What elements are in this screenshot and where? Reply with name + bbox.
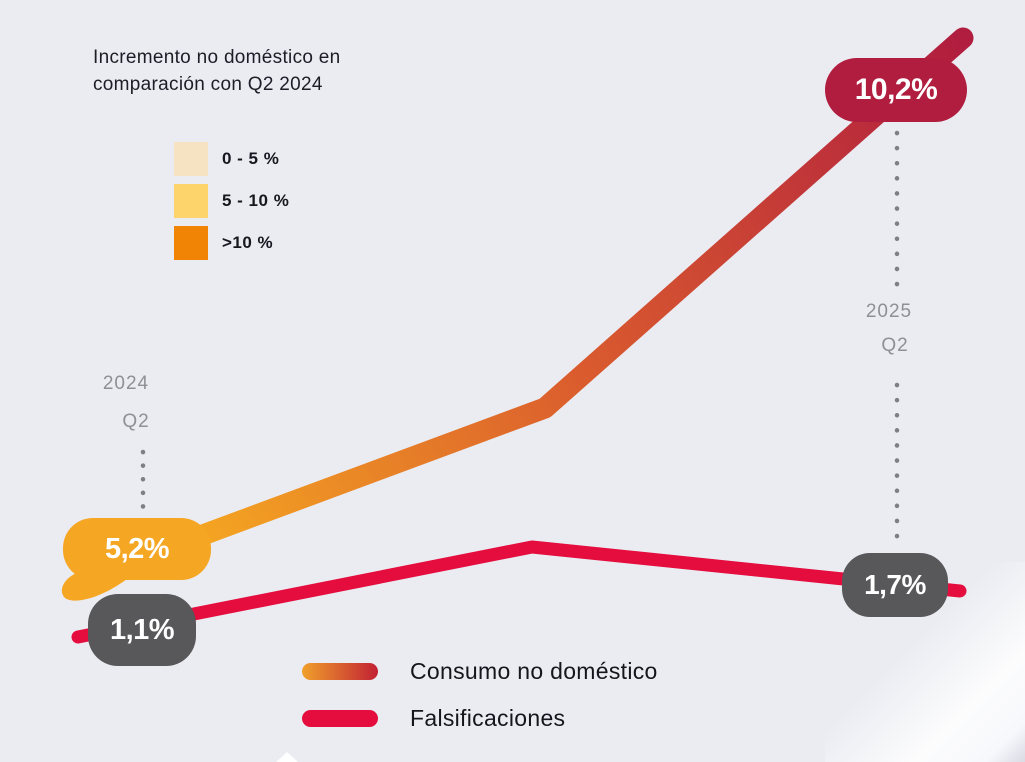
axis-label-year-2025: 2025 xyxy=(865,301,913,322)
bottom-edge-decoration xyxy=(276,752,298,762)
legend-item-falsificaciones: Falsificaciones xyxy=(302,702,565,734)
color-swatch-5-10-icon xyxy=(174,184,208,218)
bubble-falsificaciones-2024: 1,1% xyxy=(88,594,196,666)
bubble-falsificaciones-2024-value: 1,1% xyxy=(109,613,175,646)
scale-legend-item: >10 % xyxy=(174,226,273,260)
color-swatch-over-10-icon xyxy=(174,226,208,260)
axis-label-q2-right: Q2 xyxy=(881,335,909,356)
chart-title: Incremento no doméstico en comparación c… xyxy=(93,47,341,95)
axis-label-year-2024: 2024 xyxy=(102,373,150,394)
legend-label-consumo: Consumo no doméstico xyxy=(410,657,658,684)
scale-legend-label: >10 % xyxy=(222,233,274,252)
bubble-consumo-2024: 5,2% xyxy=(63,518,211,580)
consumo-no-domestico-line xyxy=(189,27,974,547)
scale-legend-item: 5 - 10 % xyxy=(174,184,289,218)
bubble-consumo-2024-value: 5,2% xyxy=(104,532,170,565)
color-swatch-0-5-icon xyxy=(174,142,208,176)
consumo-line-swatch-icon xyxy=(302,662,378,680)
falsificaciones-line xyxy=(71,540,967,644)
bubble-falsificaciones-2025-value: 1,7% xyxy=(864,569,926,600)
legend-label-falsificaciones: Falsificaciones xyxy=(410,704,566,731)
bubble-consumo-2025-value: 10,2% xyxy=(854,73,938,106)
scale-legend-item: 0 - 5 % xyxy=(174,142,279,176)
scale-legend-label: 5 - 10 % xyxy=(222,191,290,210)
falsificaciones-line-swatch-icon xyxy=(302,709,378,727)
bubble-falsificaciones-2025: 1,7% xyxy=(842,553,948,617)
scale-legend-label: 0 - 5 % xyxy=(222,149,280,168)
axis-label-q2-left: Q2 xyxy=(122,411,150,432)
legend-item-consumo: Consumo no doméstico xyxy=(302,655,658,687)
bubble-consumo-2025: 10,2% xyxy=(825,58,967,122)
